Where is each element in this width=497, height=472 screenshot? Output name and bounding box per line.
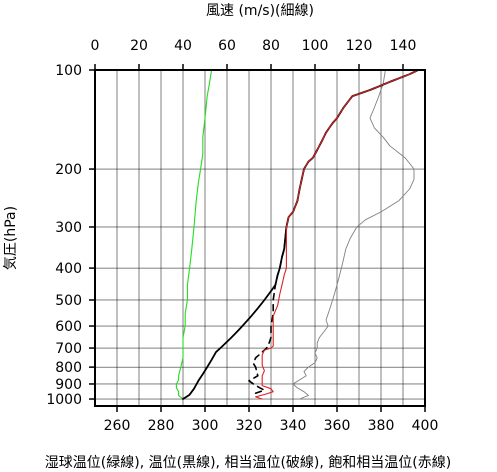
y-tick-label: 500 <box>55 293 82 309</box>
bottom-tick-label: 380 <box>368 418 395 434</box>
y-tick-label: 1000 <box>46 392 82 408</box>
bottom-tick-label: 260 <box>104 418 131 434</box>
top-tick-label: 100 <box>302 38 329 54</box>
top-tick-label: 20 <box>130 38 148 54</box>
y-tick-label: 800 <box>55 360 82 376</box>
y-tick-label: 300 <box>55 220 82 236</box>
series-wind-line <box>292 69 415 400</box>
grid <box>95 69 425 406</box>
bottom-tick-label: 400 <box>412 418 439 434</box>
series-theta-e-line <box>248 69 420 395</box>
top-tick-label: 120 <box>346 38 373 54</box>
series-theta-line <box>182 69 420 400</box>
plot-frame <box>94 69 426 407</box>
top-tick-label: 0 <box>91 38 100 54</box>
bottom-tick-label: 320 <box>236 418 263 434</box>
x-axis-label: 湿球温位(緑線), 温位(黒線), 相当温位(破線), 飽和相当温位(赤線) <box>45 454 451 471</box>
series-theta-es-line <box>255 69 419 400</box>
series-layer <box>175 69 420 400</box>
bottom-tick-label: 300 <box>192 418 219 434</box>
y-tick-label: 700 <box>55 341 82 357</box>
bottom-tick-label: 280 <box>148 418 175 434</box>
top-tick-label: 60 <box>218 38 236 54</box>
top-tick-label: 40 <box>174 38 192 54</box>
bottom-tick-label: 360 <box>324 418 351 434</box>
y-tick-label: 900 <box>55 377 82 393</box>
top-tick-label: 80 <box>262 38 280 54</box>
top-tick-label: 140 <box>390 38 417 54</box>
y-tick-label: 100 <box>55 63 82 79</box>
bottom-tick-label: 340 <box>280 418 307 434</box>
y-tick-label: 400 <box>55 261 82 277</box>
y-tick-label: 600 <box>55 319 82 335</box>
ticks: 260 280 300 320 340 360 380 400 0 20 40 60 80 100 120 1… <box>46 38 438 434</box>
series-wet-bulb-line <box>175 69 213 400</box>
y-tick-label: 200 <box>55 162 82 178</box>
y-axis-label: 気圧(hPa) <box>3 206 19 270</box>
top-axis-label: 風速 (m/s)(細線) <box>206 3 314 19</box>
